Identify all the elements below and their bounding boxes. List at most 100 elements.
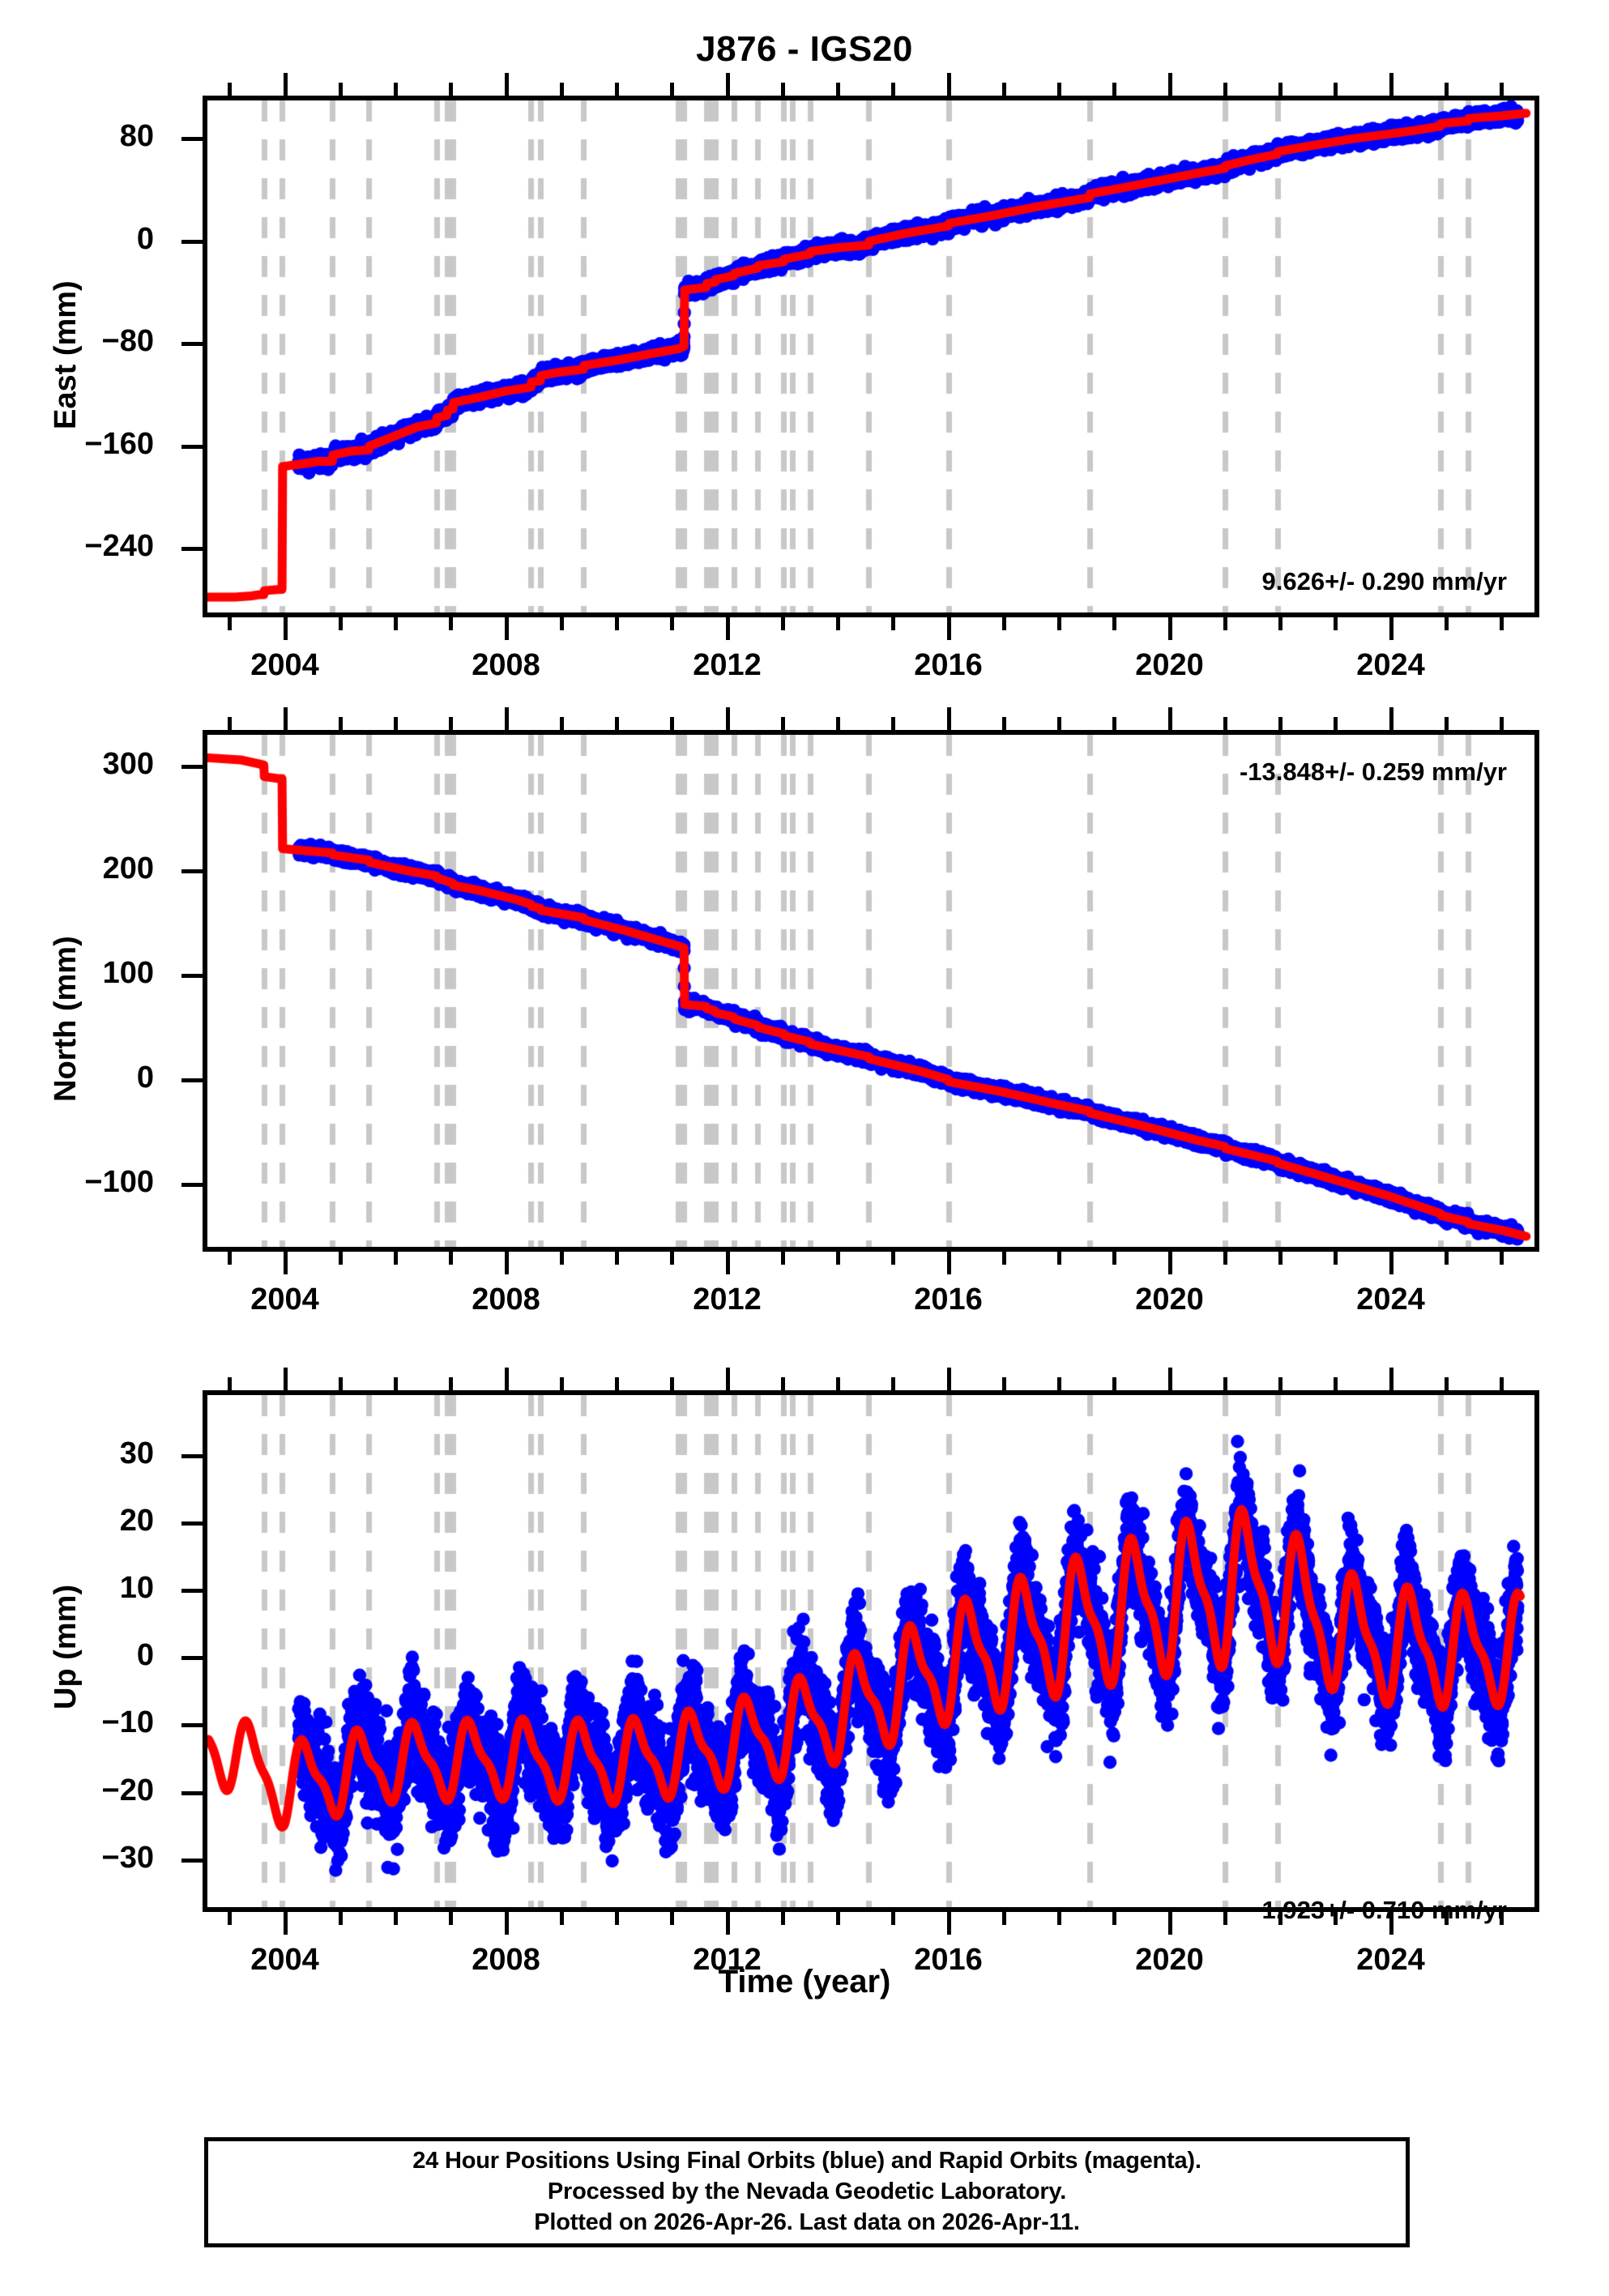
- x-tick-mark-top: [449, 83, 454, 96]
- x-tick-mark-top: [946, 1368, 951, 1390]
- x-tick-mark: [1223, 1912, 1227, 1925]
- x-tick-mark-top: [1223, 1377, 1227, 1390]
- x-tick-mark: [394, 1252, 399, 1265]
- x-tick-mark: [1223, 1252, 1227, 1265]
- footer-line-1: 24 Hour Positions Using Final Orbits (bl…: [412, 2148, 1201, 2174]
- x-tick-mark-top: [283, 1368, 288, 1390]
- x-tick-mark: [836, 1912, 841, 1925]
- x-tick-label: 2016: [914, 1943, 983, 1977]
- x-tick-mark: [283, 1252, 288, 1274]
- x-tick-mark-top: [283, 707, 288, 730]
- x-tick-mark: [1167, 1252, 1172, 1274]
- plot-canvas-up: [207, 1395, 1534, 1907]
- y-tick-label: −30: [101, 1840, 154, 1875]
- x-tick-mark-top: [1057, 1377, 1062, 1390]
- x-tick-label: 2020: [1135, 1943, 1204, 1977]
- x-tick-mark-top: [1500, 83, 1504, 96]
- y-tick-label: −100: [84, 1164, 154, 1199]
- y-tick-label: −160: [84, 426, 154, 461]
- y-tick-mark: [181, 1078, 203, 1082]
- y-tick-mark: [181, 1723, 203, 1728]
- x-tick-mark: [504, 617, 509, 640]
- x-tick-label: 2016: [914, 648, 983, 682]
- x-tick-mark: [946, 1912, 951, 1935]
- x-tick-mark: [283, 617, 288, 640]
- x-tick-label: 2008: [472, 1282, 540, 1317]
- y-tick-mark: [181, 547, 203, 551]
- x-tick-mark: [504, 1252, 509, 1274]
- x-tick-mark: [504, 1912, 509, 1935]
- plot-area-up: [203, 1390, 1539, 1912]
- x-tick-mark: [1278, 1912, 1283, 1925]
- plot-area-north: [203, 730, 1539, 1252]
- y-tick-mark: [181, 1858, 203, 1863]
- x-tick-mark: [1334, 1912, 1338, 1925]
- y-tick-mark: [181, 444, 203, 449]
- x-tick-mark: [559, 1912, 564, 1925]
- x-tick-mark-top: [1001, 83, 1006, 96]
- x-tick-mark: [1167, 617, 1172, 640]
- x-tick-label: 2020: [1135, 1282, 1204, 1317]
- y-tick-label: 0: [136, 221, 154, 256]
- x-tick-mark: [338, 617, 343, 630]
- x-tick-mark: [449, 1252, 454, 1265]
- y-tick-mark: [181, 1790, 203, 1795]
- x-tick-mark: [394, 1912, 399, 1925]
- x-tick-mark: [559, 617, 564, 630]
- x-tick-mark: [1223, 617, 1227, 630]
- y-tick-mark: [181, 973, 203, 978]
- x-tick-mark-top: [1223, 83, 1227, 96]
- y-tick-mark: [181, 137, 203, 142]
- x-tick-mark: [780, 1912, 785, 1925]
- x-tick-mark-top: [1334, 1377, 1338, 1390]
- x-tick-mark-top: [1444, 83, 1449, 96]
- footer-note-box: 24 Hour Positions Using Final Orbits (bl…: [204, 2137, 1410, 2247]
- x-tick-mark: [449, 1912, 454, 1925]
- x-tick-label: 2024: [1356, 1943, 1425, 1977]
- x-tick-label: 2012: [693, 1943, 762, 1977]
- y-tick-label: 200: [102, 851, 154, 886]
- x-tick-mark: [615, 1912, 620, 1925]
- x-tick-mark-top: [228, 717, 233, 730]
- x-tick-mark-top: [946, 73, 951, 96]
- x-tick-mark: [1389, 617, 1393, 640]
- x-tick-mark: [725, 1252, 730, 1274]
- x-tick-mark: [559, 1252, 564, 1265]
- x-tick-mark: [1500, 617, 1504, 630]
- x-tick-mark-top: [1001, 717, 1006, 730]
- x-tick-mark: [1001, 1252, 1006, 1265]
- x-tick-mark: [1444, 617, 1449, 630]
- x-tick-mark-top: [1001, 1377, 1006, 1390]
- x-tick-mark: [670, 617, 675, 630]
- x-tick-label: 2024: [1356, 648, 1425, 682]
- x-tick-mark-top: [1057, 717, 1062, 730]
- rate-annotation-up: 1.923+/- 0.710 mm/yr: [1261, 1896, 1507, 1924]
- y-tick-label: −10: [101, 1705, 154, 1740]
- x-tick-mark-top: [891, 717, 896, 730]
- x-tick-mark-top: [1389, 73, 1393, 96]
- x-tick-mark-top: [394, 1377, 399, 1390]
- x-tick-mark: [1057, 617, 1062, 630]
- x-tick-mark: [725, 1912, 730, 1935]
- x-tick-mark-top: [615, 83, 620, 96]
- plot-canvas-east: [207, 100, 1534, 612]
- x-tick-mark-top: [449, 717, 454, 730]
- y-tick-label: 100: [102, 955, 154, 990]
- x-tick-mark-top: [670, 1377, 675, 1390]
- x-tick-mark: [946, 1252, 951, 1274]
- x-tick-mark-top: [1500, 1377, 1504, 1390]
- x-tick-label: 2008: [472, 1943, 540, 1977]
- x-tick-mark: [228, 617, 233, 630]
- x-tick-mark-top: [1334, 717, 1338, 730]
- x-tick-label: 2012: [693, 1282, 762, 1317]
- footer-line-3: Plotted on 2026-Apr-26. Last data on 202…: [534, 2209, 1080, 2235]
- x-tick-mark: [1500, 1252, 1504, 1265]
- x-tick-label: 2008: [472, 648, 540, 682]
- x-tick-mark: [891, 617, 896, 630]
- x-tick-mark: [228, 1252, 233, 1265]
- x-tick-mark: [1389, 1912, 1393, 1935]
- x-tick-mark: [283, 1912, 288, 1935]
- x-tick-mark-top: [1223, 717, 1227, 730]
- x-tick-mark: [946, 617, 951, 640]
- y-tick-label: 80: [119, 119, 154, 154]
